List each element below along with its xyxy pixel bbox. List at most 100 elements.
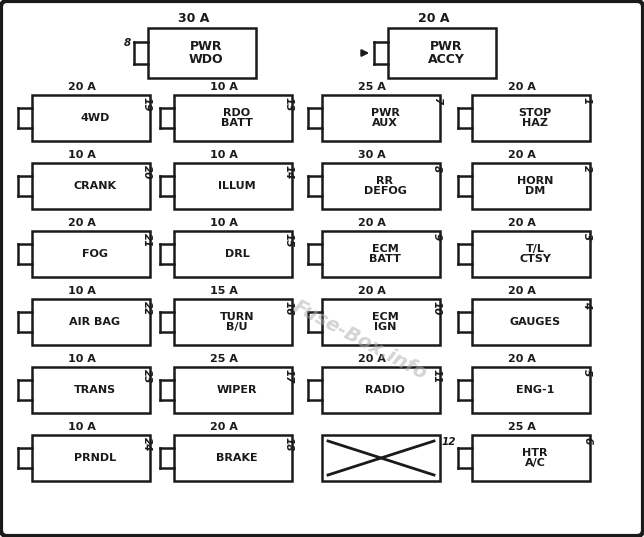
- Bar: [322, 367, 440, 413]
- Text: 20 A: 20 A: [417, 12, 449, 25]
- Bar: [174, 299, 292, 345]
- Text: 6: 6: [582, 437, 592, 444]
- Bar: [174, 435, 292, 481]
- Text: 23: 23: [142, 369, 152, 383]
- Text: IGN: IGN: [374, 322, 396, 332]
- Text: 15 A: 15 A: [210, 286, 238, 296]
- Text: 10 A: 10 A: [210, 150, 238, 160]
- Bar: [32, 367, 150, 413]
- Text: 5: 5: [582, 369, 592, 376]
- Text: 20 A: 20 A: [210, 422, 238, 432]
- Text: RR: RR: [377, 176, 393, 186]
- Text: 14: 14: [284, 165, 294, 179]
- Text: HAZ: HAZ: [522, 118, 548, 128]
- Text: CTSY: CTSY: [519, 255, 551, 264]
- Text: ECM: ECM: [372, 311, 399, 322]
- Text: TRANS: TRANS: [74, 385, 116, 395]
- Text: ENG-1: ENG-1: [516, 385, 554, 395]
- Text: 10 A: 10 A: [68, 422, 95, 432]
- Text: CRANK: CRANK: [73, 181, 117, 191]
- Bar: [174, 163, 292, 209]
- Text: 18: 18: [284, 437, 294, 452]
- Text: FOG: FOG: [82, 249, 108, 259]
- Bar: [472, 367, 590, 413]
- Text: B/U: B/U: [226, 322, 248, 332]
- Text: Fuse-Box.info: Fuse-Box.info: [290, 296, 430, 383]
- Text: BATT: BATT: [369, 255, 401, 264]
- Text: 20 A: 20 A: [507, 218, 536, 228]
- Text: 25 A: 25 A: [210, 354, 238, 364]
- Text: DM: DM: [525, 186, 545, 197]
- Text: 9: 9: [432, 233, 442, 240]
- Text: 11: 11: [432, 369, 442, 383]
- Text: 25 A: 25 A: [507, 422, 536, 432]
- Text: 30 A: 30 A: [178, 12, 209, 25]
- Text: WIPER: WIPER: [217, 385, 257, 395]
- Bar: [472, 435, 590, 481]
- Text: 20 A: 20 A: [507, 286, 536, 296]
- Bar: [322, 163, 440, 209]
- Bar: [472, 163, 590, 209]
- Text: 12: 12: [442, 437, 457, 447]
- Text: PWR: PWR: [370, 107, 399, 118]
- Text: ECM: ECM: [372, 244, 399, 253]
- Text: 20 A: 20 A: [507, 82, 536, 92]
- Text: 4WD: 4WD: [80, 113, 109, 123]
- Bar: [322, 299, 440, 345]
- Text: STOP: STOP: [518, 107, 552, 118]
- Text: 20 A: 20 A: [357, 218, 386, 228]
- Text: 15: 15: [284, 233, 294, 248]
- Text: AIR BAG: AIR BAG: [70, 317, 120, 327]
- Text: 8: 8: [124, 38, 131, 48]
- Bar: [148, 28, 256, 78]
- Bar: [32, 435, 150, 481]
- Text: WDO: WDO: [189, 53, 223, 66]
- Bar: [472, 231, 590, 277]
- Text: 2: 2: [582, 165, 592, 172]
- Text: 20 A: 20 A: [68, 218, 95, 228]
- Text: GAUGES: GAUGES: [509, 317, 560, 327]
- Text: ACCY: ACCY: [428, 53, 464, 66]
- Text: A/C: A/C: [525, 459, 545, 468]
- Text: 20 A: 20 A: [357, 286, 386, 296]
- Bar: [32, 299, 150, 345]
- Bar: [174, 367, 292, 413]
- Text: 10 A: 10 A: [210, 218, 238, 228]
- Text: PWR: PWR: [190, 40, 222, 53]
- Text: 22: 22: [142, 301, 152, 316]
- Bar: [174, 95, 292, 141]
- Text: 30 A: 30 A: [357, 150, 386, 160]
- Bar: [174, 231, 292, 277]
- Text: 20 A: 20 A: [68, 82, 95, 92]
- Text: 13: 13: [284, 97, 294, 112]
- Text: BRAKE: BRAKE: [216, 453, 258, 463]
- Bar: [322, 231, 440, 277]
- Text: PRNDL: PRNDL: [74, 453, 116, 463]
- Text: T/L: T/L: [526, 244, 544, 253]
- Text: 10 A: 10 A: [68, 150, 95, 160]
- Text: HTR: HTR: [522, 448, 548, 458]
- Text: PWR: PWR: [430, 40, 462, 53]
- Text: 25 A: 25 A: [357, 82, 386, 92]
- Text: 7: 7: [432, 97, 442, 104]
- Text: 10 A: 10 A: [210, 82, 238, 92]
- Text: TURN: TURN: [220, 311, 254, 322]
- Text: 24: 24: [142, 437, 152, 452]
- Text: DRL: DRL: [225, 249, 249, 259]
- Text: 16: 16: [284, 301, 294, 316]
- Text: 10: 10: [432, 301, 442, 316]
- Text: BATT: BATT: [221, 118, 253, 128]
- Text: 21: 21: [142, 233, 152, 248]
- Text: 20: 20: [142, 165, 152, 179]
- Bar: [322, 435, 440, 481]
- Text: 8: 8: [432, 165, 442, 172]
- Text: 10 A: 10 A: [68, 354, 95, 364]
- Text: 20 A: 20 A: [507, 354, 536, 364]
- Text: 20 A: 20 A: [357, 354, 386, 364]
- Bar: [32, 163, 150, 209]
- Bar: [32, 95, 150, 141]
- Bar: [388, 28, 496, 78]
- Text: RADIO: RADIO: [365, 385, 405, 395]
- Text: 19: 19: [142, 97, 152, 112]
- Text: 3: 3: [582, 233, 592, 240]
